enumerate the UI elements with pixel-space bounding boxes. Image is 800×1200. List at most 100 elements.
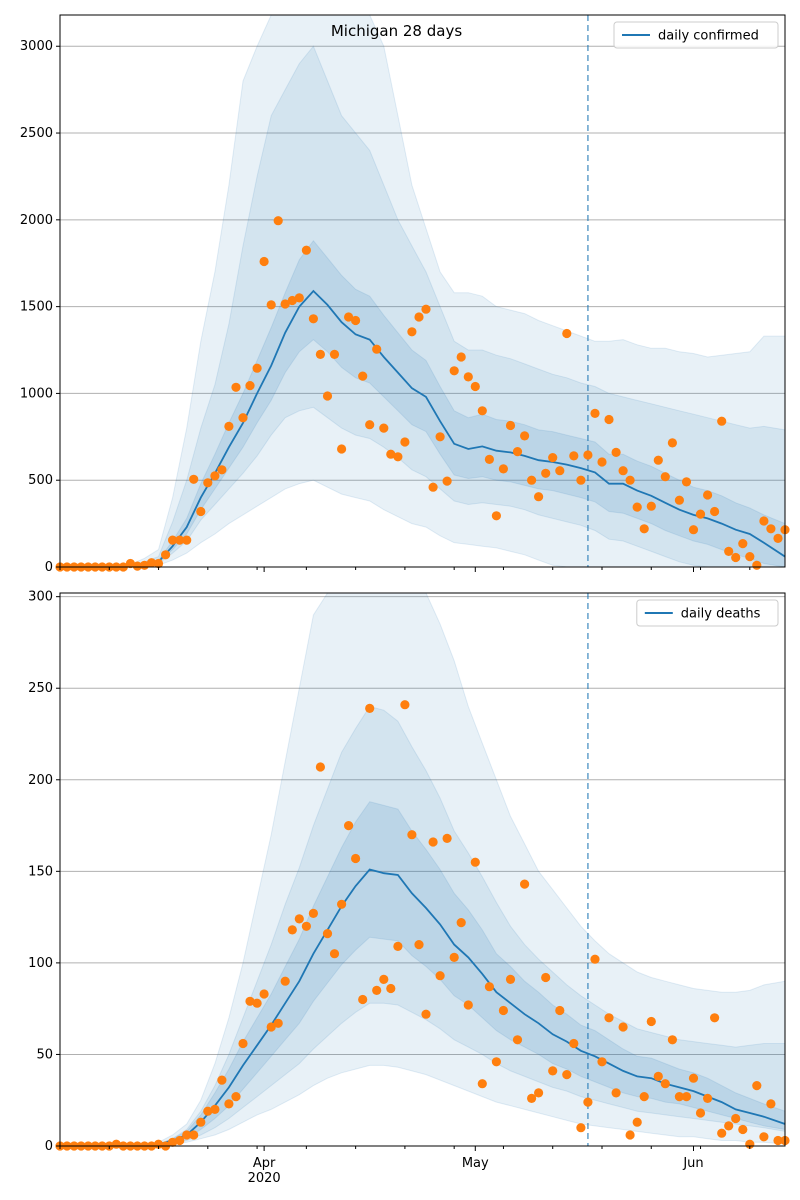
data-point: [139, 560, 150, 570]
data-point: [562, 328, 572, 339]
data-point: [301, 921, 311, 931]
data-point: [252, 363, 262, 373]
data-point: [315, 349, 325, 359]
data-point: [710, 506, 720, 517]
data-point: [182, 535, 192, 545]
data-point: [759, 516, 769, 526]
data-point: [273, 216, 283, 226]
band-outer: [60, 593, 785, 1146]
data-point: [773, 1135, 783, 1146]
data-point: [175, 1135, 185, 1146]
legend-label: daily deaths: [681, 607, 761, 622]
data-point: [365, 420, 375, 430]
data-point: [639, 524, 649, 534]
data-point: [351, 315, 361, 326]
data-point: [189, 474, 199, 484]
data-point: [414, 940, 424, 950]
data-point: [505, 974, 516, 985]
data-point: [731, 552, 741, 563]
data-point: [470, 857, 480, 867]
data-point: [210, 1104, 220, 1114]
data-point: [463, 372, 473, 382]
data-point: [498, 464, 508, 474]
data-point: [386, 983, 396, 994]
data-point: [372, 344, 382, 354]
data-point: [520, 431, 530, 441]
x-year-label: 2020: [248, 1171, 281, 1186]
data-point: [238, 413, 248, 423]
data-point: [653, 1071, 663, 1081]
data-point: [773, 533, 783, 544]
y-tick-label: 100: [28, 956, 53, 971]
data-point: [512, 1035, 523, 1045]
data-point: [252, 998, 262, 1008]
data-point: [738, 539, 748, 549]
y-tick-label: 1500: [20, 300, 53, 315]
data-point: [695, 509, 706, 519]
data-point: [428, 837, 438, 847]
data-point: [168, 1137, 178, 1147]
data-point: [667, 1035, 678, 1045]
data-point: [365, 703, 375, 714]
data-point: [597, 457, 607, 467]
data-point: [456, 918, 466, 928]
data-point: [618, 1022, 628, 1032]
data-point: [717, 1128, 727, 1138]
data-point: [203, 1106, 213, 1116]
data-point: [646, 501, 656, 511]
data-point: [400, 437, 410, 447]
y-tick-label: 0: [45, 1139, 53, 1154]
data-point: [541, 468, 551, 478]
data-point: [576, 1123, 586, 1133]
data-point: [653, 455, 663, 465]
data-point: [724, 1121, 734, 1131]
data-point: [273, 1018, 283, 1028]
y-tick-label: 200: [28, 773, 53, 788]
data-point: [484, 454, 494, 464]
data-point: [231, 382, 241, 392]
data-point: [688, 525, 699, 535]
data-point: [189, 1130, 199, 1140]
y-tick-label: 0: [45, 560, 53, 575]
axes-frame: [59, 14, 786, 568]
data-point: [752, 560, 762, 570]
data-point: [259, 989, 269, 999]
data-point: [520, 879, 530, 889]
data-point: [294, 293, 304, 303]
data-point: [695, 1108, 706, 1118]
data-point: [555, 466, 565, 476]
data-point: [766, 524, 776, 534]
data-point: [674, 1092, 685, 1102]
data-point: [231, 1092, 241, 1102]
data-point: [470, 381, 480, 392]
data-point: [400, 700, 410, 710]
confirmed-panel: 0 500 1000 1500 2000 2500 3000 Michigan 28 days…: [20, 14, 790, 575]
data-point: [618, 466, 628, 476]
data-point: [724, 546, 734, 557]
data-point: [175, 535, 185, 545]
x-tick-label: May: [462, 1156, 489, 1171]
data-point: [337, 899, 347, 909]
data-point: [196, 1117, 206, 1127]
data-point: [491, 1057, 501, 1067]
data-point: [576, 475, 586, 485]
data-point: [217, 1075, 227, 1085]
y-tick-label: 2000: [20, 213, 53, 228]
data-point: [498, 1005, 508, 1016]
data-point: [688, 1073, 699, 1083]
plot-area: [60, 593, 785, 1146]
data-point: [632, 1117, 642, 1127]
data-point: [611, 1088, 621, 1098]
data-point: [435, 971, 445, 981]
data-point: [597, 1057, 607, 1067]
data-point: [308, 908, 318, 919]
data-point: [703, 490, 713, 500]
data-point: [611, 447, 621, 457]
data-point: [442, 476, 452, 486]
data-point: [646, 1016, 656, 1027]
data-point: [759, 1132, 769, 1142]
data-point: [280, 299, 290, 309]
data-point: [344, 312, 354, 322]
data-point: [322, 391, 333, 401]
